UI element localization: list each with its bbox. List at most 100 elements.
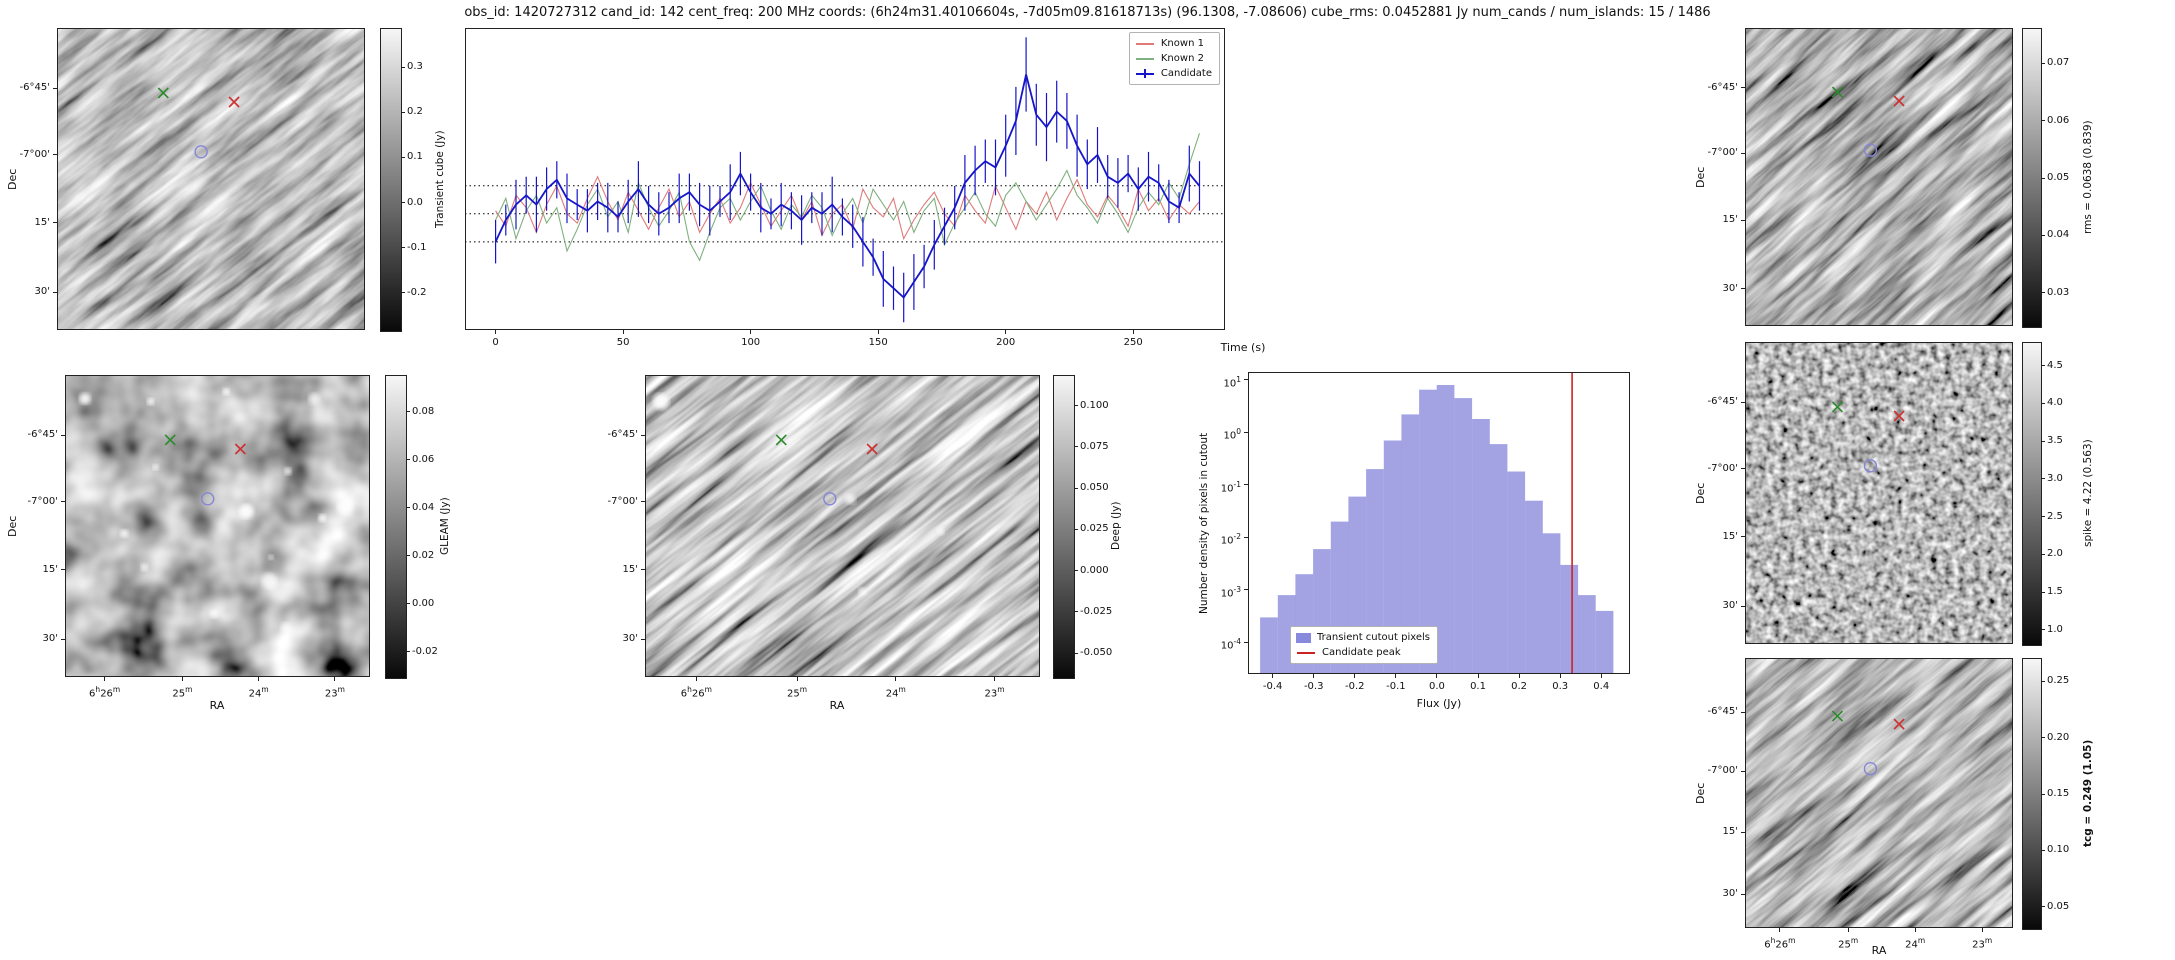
dec-axis-label: Dec: [1694, 166, 1707, 188]
dec-tick-label: -6°45': [1707, 706, 1738, 717]
tick-mark: [1518, 674, 1520, 678]
tick-mark: [1741, 893, 1745, 895]
tick-mark: [1741, 536, 1745, 538]
tick-mark: [401, 292, 405, 294]
legend-label: Candidate: [1160, 68, 1212, 79]
ra-axis-label: RA: [209, 699, 225, 712]
ra-tick-label: 24m: [885, 685, 906, 700]
tick-mark: [1244, 484, 1248, 486]
tick-mark: [258, 677, 260, 681]
y-tick-label: 10-1: [1220, 479, 1241, 495]
tick-mark: [1074, 652, 1078, 654]
tick-mark: [406, 651, 410, 653]
tick-mark: [1074, 487, 1078, 489]
ra-tick-label: 6h26m: [680, 685, 712, 700]
colorbar-tick-label: 0.04: [412, 501, 435, 513]
x-tick-label: 0: [492, 337, 499, 348]
tick-mark: [104, 677, 106, 681]
tick-mark: [641, 501, 645, 503]
tick-mark: [61, 638, 65, 640]
tick-mark: [2041, 906, 2045, 908]
marker-known-green-x: [775, 434, 787, 446]
tick-mark: [401, 247, 405, 249]
x-tick-label: -0.2: [1345, 681, 1365, 692]
histogram-patch-sample: [1296, 632, 1311, 643]
tick-mark: [1244, 536, 1248, 538]
tick-mark: [1741, 711, 1745, 713]
deep-colorbar-label: Deep (Jy): [1110, 501, 1122, 551]
colorbar-tick-label: 0.100: [1080, 399, 1109, 411]
tick-mark: [406, 507, 410, 509]
colorbar-tick-label: 0.025: [1080, 523, 1109, 535]
colorbar-tick-label: 0.00: [412, 597, 435, 609]
tick-mark: [1272, 674, 1274, 678]
gleam-cutout-panel: -6°45' -7°00' 15' 30' 6h26m 25m 24m 23m: [28, 375, 370, 699]
lightcurve-panel: Known 1 Known 2 Candidate 0 50 100 150 200 25…: [465, 28, 1225, 348]
colorbar-tick-label: 0.05: [2047, 172, 2070, 183]
lightcurve-plot: [465, 28, 1225, 330]
x-tick-label: 200: [996, 337, 1016, 348]
tcg-colorbar: 0.25 0.20 0.15 0.10 0.05: [2022, 658, 2069, 930]
tick-mark: [1779, 928, 1781, 932]
colorbar-tick-label: 0.03: [2047, 286, 2070, 298]
flux-histogram-panel: Transient cutout pixels Candidate peak -…: [1221, 372, 1630, 692]
histogram-legend: Transient cutout pixels Candidate peak: [1290, 626, 1438, 664]
tick-mark: [406, 459, 410, 461]
tick-mark: [1244, 379, 1248, 381]
colorbar-tick-label: 0.000: [1080, 564, 1109, 576]
dec-tick-label: 30': [1722, 282, 1738, 294]
x-tick-label: -0.3: [1303, 681, 1324, 692]
tcg-cutout-panel: -6°45' -7°00' 15' 30' 6h26m 25m 24m 23m: [1708, 658, 2013, 950]
tick-mark: [2041, 177, 2045, 179]
x-tick-label: -0.4: [1262, 681, 1283, 692]
marker-known-red-x: [228, 96, 240, 108]
tick-mark: [1244, 589, 1248, 591]
dec-axis-label: Dec: [1694, 782, 1707, 804]
tick-mark: [61, 501, 65, 503]
tick-mark: [622, 330, 624, 334]
marker-known-red-x: [1893, 95, 1905, 107]
colorbar-tick-label: 0.0: [407, 196, 423, 208]
transient-colorbar: 0.3 0.2 0.1 0.0 -0.1 -0.2: [380, 28, 427, 332]
colorbar-tick-label: 2.5: [2047, 510, 2063, 522]
dec-tick-label: 15': [34, 216, 50, 228]
tick-mark: [53, 87, 57, 89]
candidate-errorbars: [495, 37, 1201, 323]
ra-tick-label: 6h26m: [1764, 936, 1796, 951]
legend-item-known1: Known 1: [1135, 36, 1212, 51]
legend-item-candidate: Candidate: [1135, 66, 1212, 81]
dec-tick-label: -7°00': [1707, 765, 1738, 777]
legend-item-candidate-peak: Candidate peak: [1296, 645, 1430, 660]
colorbar-tick-label: 0.10: [2047, 844, 2070, 856]
x-tick-label: 100: [741, 337, 761, 348]
tick-mark: [2041, 591, 2045, 593]
dec-tick-label: -7°00': [19, 148, 50, 160]
histogram-ylabel: Number density of pixels in cutout: [1198, 432, 1210, 614]
ra-tick-label: 24m: [1905, 936, 1926, 951]
ra-axis-label: RA: [829, 699, 845, 712]
tick-mark: [1741, 219, 1745, 221]
colorbar-tick-label: 0.02: [412, 549, 435, 561]
tick-mark: [895, 677, 897, 681]
dec-tick-label: 15': [622, 563, 638, 575]
tick-mark: [2041, 553, 2045, 555]
known2-line-sample: [1135, 53, 1155, 64]
y-tick-label: 10-3: [1220, 584, 1241, 600]
spike-colorbar: 4.5 4.0 3.5 3.0 2.5 2.0 1.5 1.0: [2022, 342, 2063, 646]
marker-known-green-x: [157, 87, 169, 99]
gleam-colorbar-label: GLEAM (Jy): [439, 497, 451, 555]
x-tick-label: 0.0: [1428, 681, 1445, 692]
x-tick-label: 0.1: [1470, 681, 1486, 692]
colorbar-tick-label: 0.25: [2047, 675, 2070, 687]
dec-tick-label: -7°00': [1707, 147, 1738, 159]
tick-mark: [1741, 152, 1745, 154]
marker-candidate-circle: [823, 492, 837, 506]
tick-mark: [2041, 793, 2045, 795]
y-tick-label: 101: [1223, 374, 1241, 390]
dec-tick-label: -6°45': [607, 429, 638, 441]
tick-mark: [401, 156, 405, 158]
dec-tick-label: -7°00': [27, 495, 58, 507]
tick-mark: [2041, 629, 2045, 631]
dec-tick-label: -6°45': [1707, 396, 1738, 408]
